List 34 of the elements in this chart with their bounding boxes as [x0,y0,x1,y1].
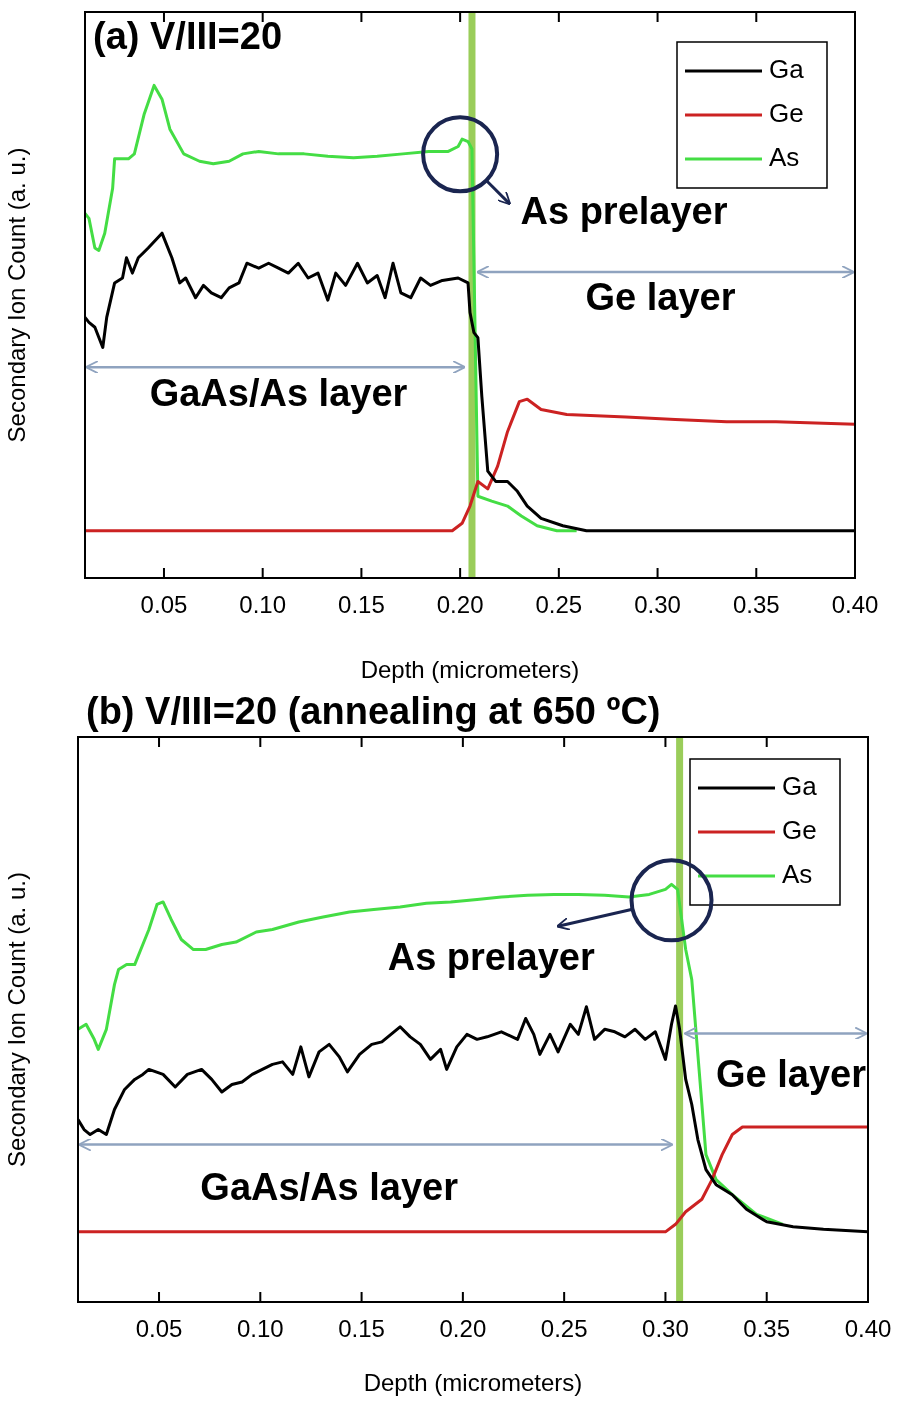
annotation: As prelayer [520,189,728,232]
x-tick-label: 0.35 [743,1315,791,1343]
annotation: As prelayer [387,936,595,979]
x-tick-label: 0.40 [844,1315,892,1343]
legend-label: Ge [769,98,804,129]
x-tick-label: 0.30 [634,591,681,619]
annotation: Ge layer [585,276,736,319]
x-tick-label: 0.20 [436,591,484,619]
annotation: GaAs/As layer [200,1165,459,1208]
annotation: GaAs/As layer [149,371,408,414]
x-tick-label: 0.20 [439,1315,487,1343]
x-tick-label: 0.30 [642,1315,689,1343]
x-tick-label: 0.25 [535,591,583,619]
legend-label: As [769,142,800,173]
legend-label: Ga [769,54,805,85]
y-axis-title: Secondary Ion Count (a. u.) [3,872,31,1167]
x-tick-label: 0.10 [236,1315,284,1343]
y-axis-title: Secondary Ion Count (a. u.) [3,147,31,443]
x-axis-title: Depth (micrometers) [363,1369,583,1397]
x-tick-label: 0.35 [732,591,780,619]
x-axis-title: Depth (micrometers) [360,656,580,684]
chart-title: (b) V/III=20 (annealing at 650 ºC) [86,690,661,733]
x-tick-label: 0.05 [140,591,188,619]
annotation: Ge layer [716,1052,867,1095]
x-tick-label: 0.10 [239,591,287,619]
chart-title: (a) V/III=20 [93,15,283,58]
x-tick-label: 0.25 [540,1315,588,1343]
legend-label: Ga [782,771,818,802]
legend-label: Ge [782,815,817,846]
x-tick-label: 0.15 [338,591,385,619]
x-tick-label: 0.05 [135,1315,183,1343]
x-tick-label: 0.40 [831,591,879,619]
legend-label: As [782,859,813,890]
x-tick-label: 0.15 [338,1315,385,1343]
